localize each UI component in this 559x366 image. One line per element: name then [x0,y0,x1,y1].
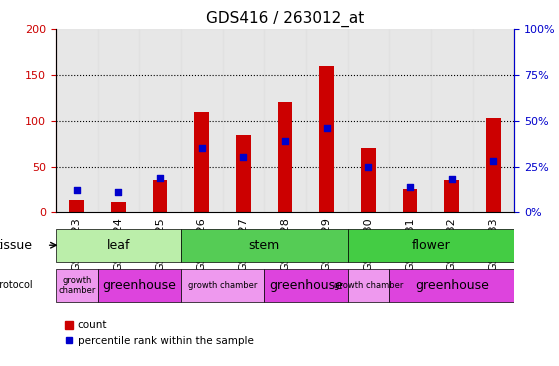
Bar [195,112,209,212]
Bar [389,29,431,212]
Point [239,154,248,160]
Bar [69,201,84,212]
Text: flower: flower [411,239,451,252]
Bar [403,190,418,212]
Bar [153,180,167,212]
FancyBboxPatch shape [348,229,514,262]
Bar [56,29,98,212]
Text: greenhouse: greenhouse [415,279,489,292]
Text: stem: stem [249,239,280,252]
FancyBboxPatch shape [348,269,389,302]
Bar [236,134,251,212]
Bar [361,148,376,212]
Bar [472,29,514,212]
Bar [222,29,264,212]
Title: GDS416 / 263012_at: GDS416 / 263012_at [206,10,364,27]
Text: growth chamber: growth chamber [334,281,403,290]
Bar [431,29,472,212]
Point [489,158,498,164]
Text: growth chamber: growth chamber [188,281,257,290]
FancyBboxPatch shape [56,229,181,262]
Bar [139,29,181,212]
Point [323,125,331,131]
Bar [486,118,501,212]
Bar [278,102,292,212]
Text: growth protocol: growth protocol [0,280,33,291]
Point [155,175,164,180]
Text: greenhouse: greenhouse [102,279,176,292]
Point [114,189,123,195]
Point [364,164,373,169]
Point [447,176,456,182]
FancyBboxPatch shape [389,269,514,302]
Bar [98,29,139,212]
Bar [111,202,126,212]
Bar [264,29,306,212]
Point [72,187,81,193]
Bar [306,29,348,212]
Text: greenhouse: greenhouse [269,279,343,292]
FancyBboxPatch shape [181,269,264,302]
FancyBboxPatch shape [181,229,348,262]
FancyBboxPatch shape [264,269,348,302]
Bar [181,29,222,212]
Bar [444,180,459,212]
Point [406,184,415,190]
Legend: count, percentile rank within the sample: count, percentile rank within the sample [61,316,258,350]
Bar [348,29,389,212]
Point [197,145,206,151]
Text: leaf: leaf [107,239,130,252]
Bar [320,66,334,212]
Text: tissue: tissue [0,239,33,252]
Point [281,138,290,144]
FancyBboxPatch shape [56,269,98,302]
Text: growth
chamber: growth chamber [58,276,96,295]
FancyBboxPatch shape [98,269,181,302]
